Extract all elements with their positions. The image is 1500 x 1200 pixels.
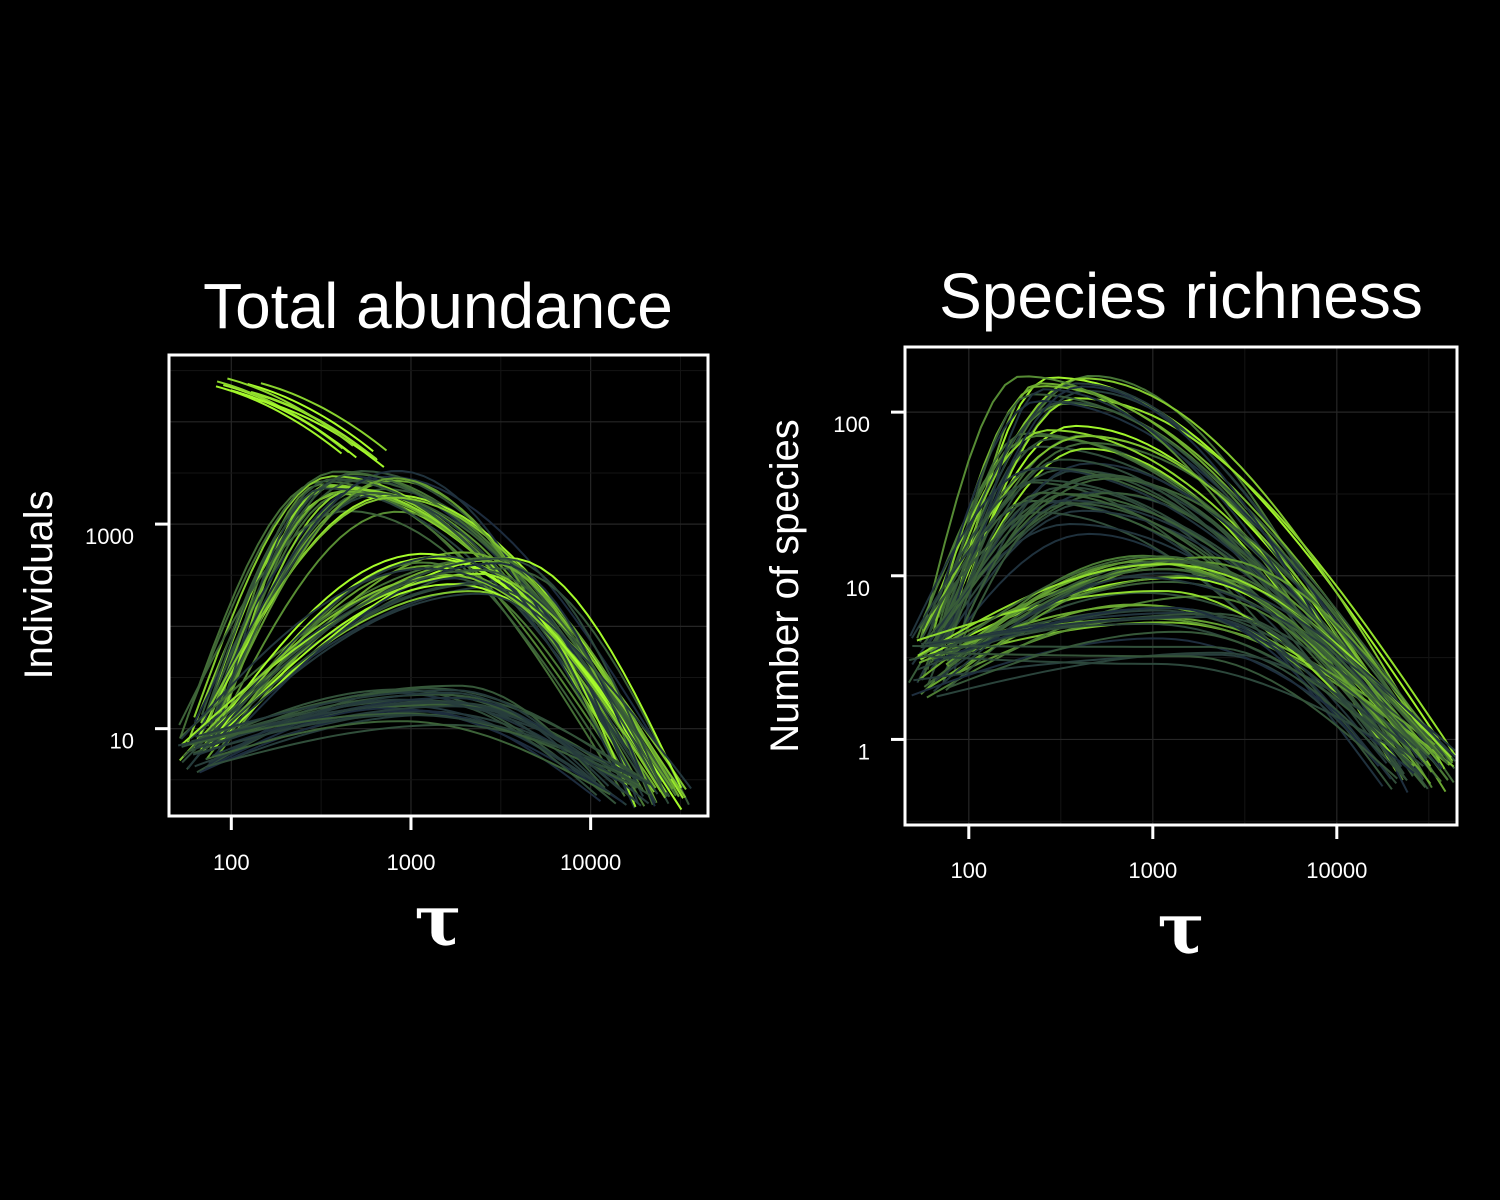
series-line (208, 723, 639, 785)
series-line (258, 398, 385, 468)
plot-frame (903, 345, 1459, 827)
series-line (934, 572, 1456, 758)
series-line (923, 568, 1420, 752)
series-line (941, 393, 1456, 770)
series-line (230, 389, 357, 459)
series-line (195, 689, 610, 787)
panel-total-abundance: Total abundance 100 1000 10000 10 1000 Indiv… (17, 270, 710, 962)
series-line (181, 557, 662, 786)
series-line (247, 383, 374, 453)
y-tick-label: 1 (858, 739, 870, 764)
series-line (930, 532, 1384, 787)
series-line (912, 645, 1408, 782)
series-line (205, 720, 611, 796)
y-axis-title: Number of species (763, 419, 807, 752)
x-axis-title: τ (414, 879, 461, 962)
x-tick-label: 100 (950, 858, 987, 883)
series-line (943, 376, 1454, 762)
panel-species-richness: Species richness 100 1000 10000 1 10 100 Numb… (763, 260, 1459, 970)
series-line (197, 552, 667, 794)
plot-frame (167, 353, 710, 818)
y-tick-label: 1000 (85, 524, 134, 549)
series-line (955, 556, 1454, 764)
axis-ticks: 100 1000 10000 1 10 100 (833, 410, 1367, 883)
series-line (917, 563, 1452, 759)
series-line (227, 377, 354, 447)
series-line (932, 385, 1439, 754)
series-line (942, 502, 1425, 786)
series-line (923, 611, 1392, 780)
series-line (923, 466, 1442, 753)
x-tick-label: 1000 (1128, 858, 1177, 883)
series-line (209, 583, 670, 805)
panel-title: Total abundance (203, 270, 673, 342)
series-line (923, 434, 1432, 767)
series-line (946, 560, 1431, 756)
series-line (937, 652, 1398, 780)
series-line (933, 606, 1380, 767)
series-line (186, 688, 617, 805)
series-line (189, 712, 638, 789)
series-line (260, 382, 388, 452)
series-line (199, 709, 602, 802)
series-line (942, 491, 1427, 789)
series-lines (177, 377, 692, 811)
series-line (925, 441, 1444, 758)
x-tick-label: 100 (213, 850, 250, 875)
series-line (929, 555, 1449, 765)
panel-title: Species richness (939, 260, 1423, 332)
series-line (942, 477, 1440, 756)
series-line (178, 510, 637, 803)
series-line (911, 637, 1415, 775)
x-tick-label: 10000 (1306, 858, 1367, 883)
y-tick-label: 10 (846, 576, 870, 601)
series-line (930, 655, 1405, 755)
series-line (197, 696, 613, 783)
series-line (182, 568, 668, 798)
series-line (179, 480, 626, 797)
series-line (213, 557, 683, 789)
series-line (178, 573, 666, 799)
x-axis-title: τ (1157, 887, 1204, 970)
series-line (206, 490, 657, 789)
x-tick-label: 1000 (386, 850, 435, 875)
series-line (926, 511, 1398, 785)
y-axis-title: Individuals (17, 490, 61, 679)
y-tick-label: 10 (110, 729, 134, 754)
series-line (948, 630, 1412, 765)
series-line (928, 615, 1388, 764)
series-lines (908, 374, 1456, 793)
series-line (909, 467, 1428, 750)
series-line (920, 622, 1424, 767)
series-line (205, 592, 657, 804)
series-line (180, 556, 654, 806)
x-tick-label: 10000 (560, 850, 621, 875)
series-line (212, 583, 683, 811)
y-tick-label: 100 (833, 412, 870, 437)
axis-ticks: 100 1000 10000 10 1000 (85, 522, 621, 875)
series-line (936, 651, 1413, 750)
series-line (953, 382, 1447, 793)
